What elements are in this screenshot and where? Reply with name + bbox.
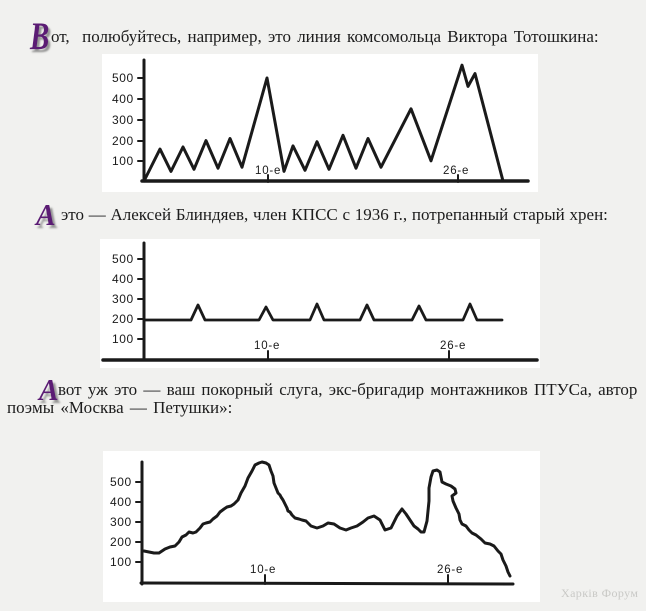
svg-text:10-е: 10-е xyxy=(254,340,280,352)
svg-text:300: 300 xyxy=(110,515,132,529)
svg-text:100: 100 xyxy=(112,154,134,168)
svg-text:10-е: 10-е xyxy=(255,165,281,177)
svg-text:200: 200 xyxy=(110,535,132,549)
svg-text:400: 400 xyxy=(112,92,134,106)
svg-text:500: 500 xyxy=(112,252,134,266)
svg-text:26-е: 26-е xyxy=(440,340,466,352)
svg-text:300: 300 xyxy=(112,113,134,127)
svg-text:500: 500 xyxy=(110,475,132,489)
svg-text:200: 200 xyxy=(112,312,134,326)
svg-text:26-е: 26-е xyxy=(437,564,463,576)
svg-text:100: 100 xyxy=(112,332,134,346)
svg-text:10-е: 10-е xyxy=(250,564,276,576)
svg-text:400: 400 xyxy=(112,272,134,286)
svg-text:200: 200 xyxy=(112,134,134,148)
svg-text:100: 100 xyxy=(110,555,132,569)
svg-text:400: 400 xyxy=(110,495,132,509)
svg-text:500: 500 xyxy=(112,71,134,85)
svg-text:26-е: 26-е xyxy=(443,165,469,177)
svg-text:300: 300 xyxy=(112,292,134,306)
